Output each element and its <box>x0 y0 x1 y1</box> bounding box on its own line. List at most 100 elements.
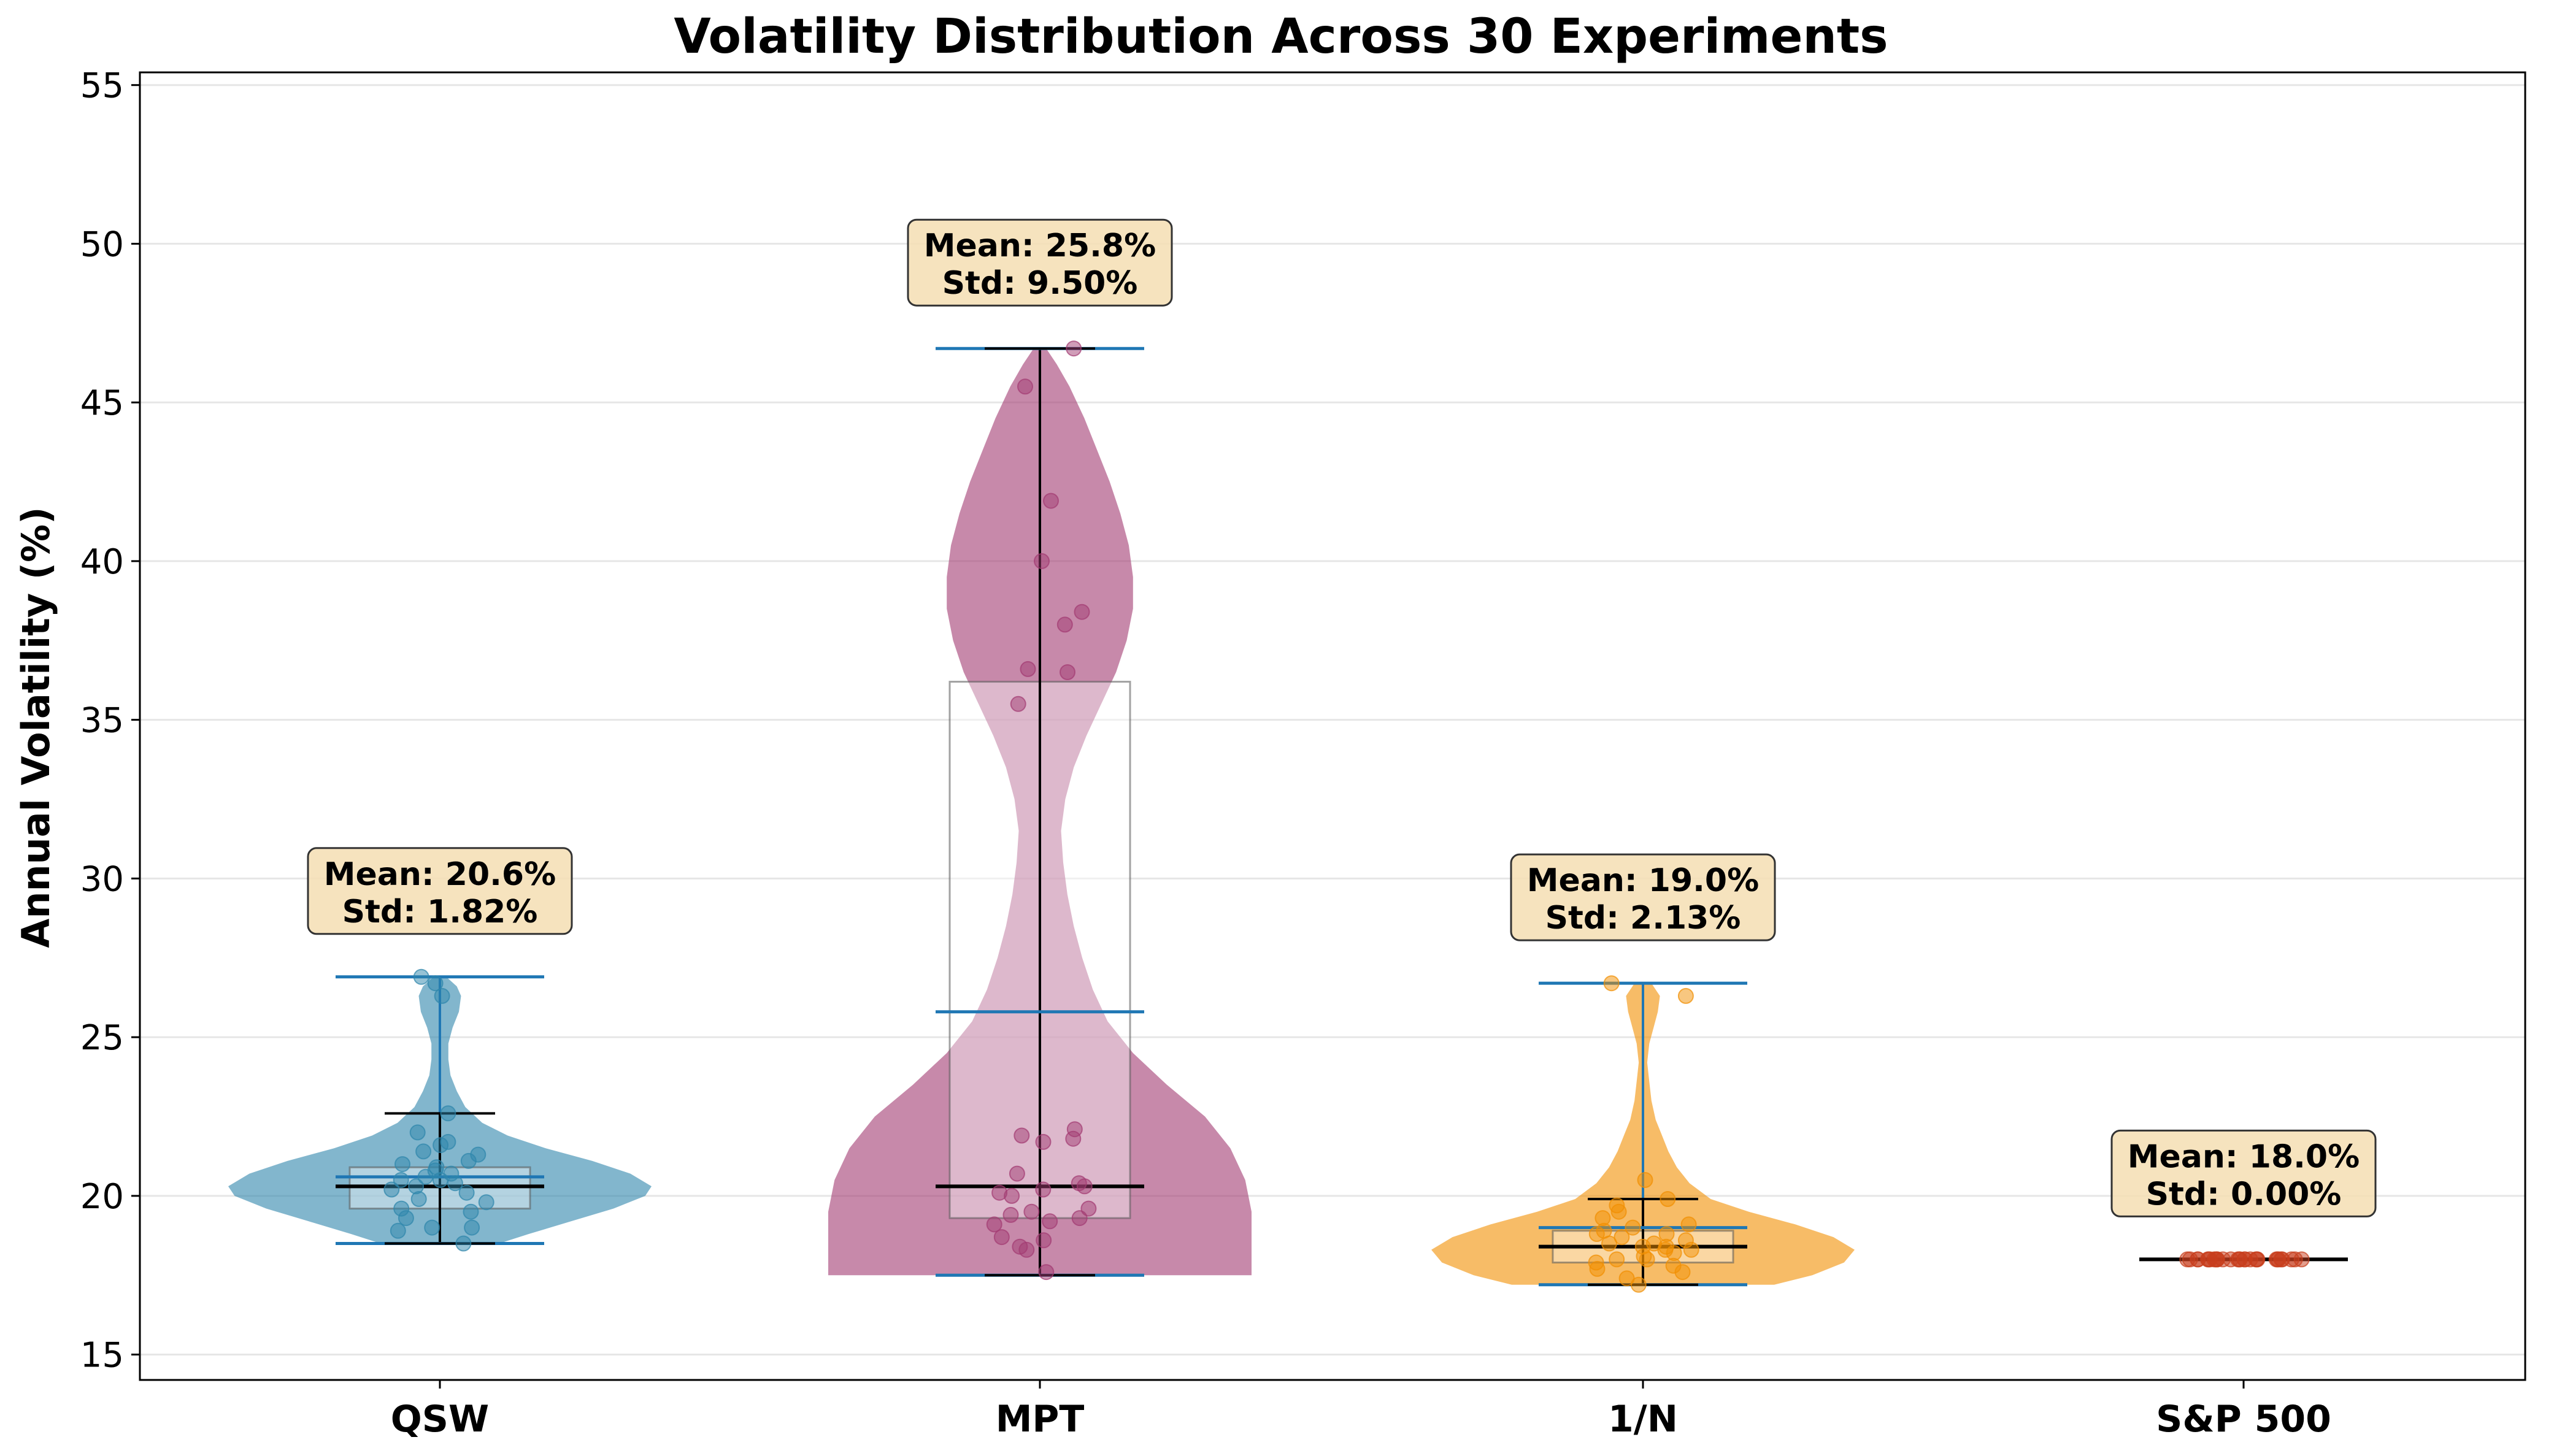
data-point <box>1056 616 1073 633</box>
data-point <box>1603 975 1620 992</box>
data-point <box>1677 1232 1694 1249</box>
y-tick-label: 20 <box>80 1177 124 1217</box>
data-point <box>1010 695 1026 712</box>
data-point <box>1071 1175 1087 1192</box>
x-axis: QSW MPT 1/N S&P 500 <box>391 1380 2331 1441</box>
data-point <box>393 1172 409 1188</box>
y-tick-label: 30 <box>80 859 124 899</box>
data-point <box>1038 1264 1055 1281</box>
data-point <box>991 1184 1008 1201</box>
data-point <box>1074 603 1090 620</box>
data-point <box>470 1146 487 1163</box>
data-point <box>1625 1219 1641 1236</box>
data-point <box>1012 1238 1028 1255</box>
data-point <box>1066 1121 1083 1138</box>
data-point <box>2231 1251 2248 1268</box>
x-tick-label: MPT <box>996 1398 1085 1441</box>
data-point <box>394 1156 410 1173</box>
series-1-n: Mean: 19.0%Std: 2.13% <box>1431 853 1855 1293</box>
axes-frame <box>139 71 2526 1381</box>
data-point <box>1080 1200 1097 1217</box>
data-point <box>1595 1210 1611 1227</box>
data-point <box>1060 664 1075 680</box>
data-point <box>464 1219 480 1236</box>
data-point <box>1637 1172 1653 1188</box>
y-tick-label: 55 <box>80 66 124 106</box>
data-point <box>1677 987 1694 1004</box>
data-point <box>2206 1251 2223 1268</box>
data-point <box>1645 1235 1662 1252</box>
data-point <box>424 1219 440 1236</box>
data-point <box>1023 1203 1040 1220</box>
data-point <box>1609 1251 1625 1268</box>
y-axis: 15 20 25 30 35 40 45 50 55 <box>80 66 140 1376</box>
data-point <box>390 1222 406 1239</box>
data-point <box>1609 1197 1625 1214</box>
data-point <box>1660 1191 1676 1207</box>
annotation-std: Std: 2.13% <box>1545 900 1741 937</box>
annotation-std: Std: 1.82% <box>342 894 538 930</box>
data-point <box>458 1184 475 1201</box>
data-point <box>463 1203 479 1220</box>
data-point <box>2182 1251 2198 1268</box>
data-point <box>440 1105 456 1122</box>
x-tick-label: S&P 500 <box>2156 1398 2331 1441</box>
data-point <box>1680 1216 1697 1233</box>
data-point <box>443 1165 460 1182</box>
annotation-mean: Mean: 25.8% <box>924 228 1156 264</box>
data-point <box>1020 661 1036 677</box>
x-tick-label: QSW <box>391 1398 489 1441</box>
y-tick-label: 50 <box>80 224 124 264</box>
y-tick-label: 25 <box>80 1018 124 1058</box>
data-point <box>1658 1226 1675 1242</box>
data-point <box>408 1178 425 1195</box>
annotation-mean: Mean: 19.0% <box>1527 862 1759 899</box>
data-point <box>1036 1232 1052 1249</box>
data-point <box>455 1235 472 1252</box>
annotation-mean: Mean: 20.6% <box>324 856 556 893</box>
data-point <box>986 1216 1002 1233</box>
data-point <box>413 968 429 985</box>
data-point <box>1066 340 1082 357</box>
data-point <box>1002 1206 1019 1223</box>
data-point <box>434 987 450 1004</box>
series-s-p-500: Mean: 18.0%Std: 0.00% <box>2110 1129 2377 1268</box>
annotation-box <box>2110 1129 2377 1217</box>
y-tick-label: 15 <box>80 1336 124 1376</box>
data-point <box>428 1159 445 1176</box>
y-tick-label: 40 <box>80 542 124 582</box>
annotation-std: Std: 0.00% <box>2146 1176 2342 1213</box>
data-point <box>993 1229 1010 1246</box>
y-tick-label: 35 <box>80 701 124 741</box>
data-point <box>409 1124 426 1141</box>
data-point <box>478 1194 494 1211</box>
annotation-box <box>307 847 573 935</box>
plot-area: Mean: 20.6%Std: 1.82% Mean: 25.8%Std: 9.5… <box>228 218 2377 1293</box>
y-tick-label: 45 <box>80 383 124 423</box>
annotation-box <box>1510 853 1776 941</box>
chart-title: Volatility Distribution Across 30 Experi… <box>674 9 1888 64</box>
data-point <box>1614 1229 1630 1246</box>
annotation-std: Std: 9.50% <box>942 265 1138 302</box>
data-point <box>1014 1127 1030 1144</box>
y-axis-label: Annual Volatility (%) <box>13 507 58 948</box>
data-point <box>415 1143 432 1160</box>
data-point <box>1034 553 1050 569</box>
data-point <box>1035 1133 1052 1150</box>
data-point <box>393 1200 410 1217</box>
data-point <box>1042 1213 1058 1230</box>
data-point <box>2270 1251 2287 1268</box>
data-point <box>1035 1181 1052 1198</box>
data-point <box>1588 1254 1604 1271</box>
series-mpt: Mean: 25.8%Std: 9.50% <box>828 218 1252 1281</box>
data-point <box>383 1181 400 1198</box>
annotation-box <box>907 218 1173 307</box>
data-point <box>1009 1165 1025 1182</box>
x-tick-label: 1/N <box>1608 1398 1678 1441</box>
data-point <box>1043 492 1059 509</box>
data-point <box>427 975 444 992</box>
annotation-mean: Mean: 18.0% <box>2128 1138 2360 1175</box>
data-point <box>1618 1270 1635 1287</box>
series-qsw: Mean: 20.6%Std: 1.82% <box>228 847 652 1252</box>
